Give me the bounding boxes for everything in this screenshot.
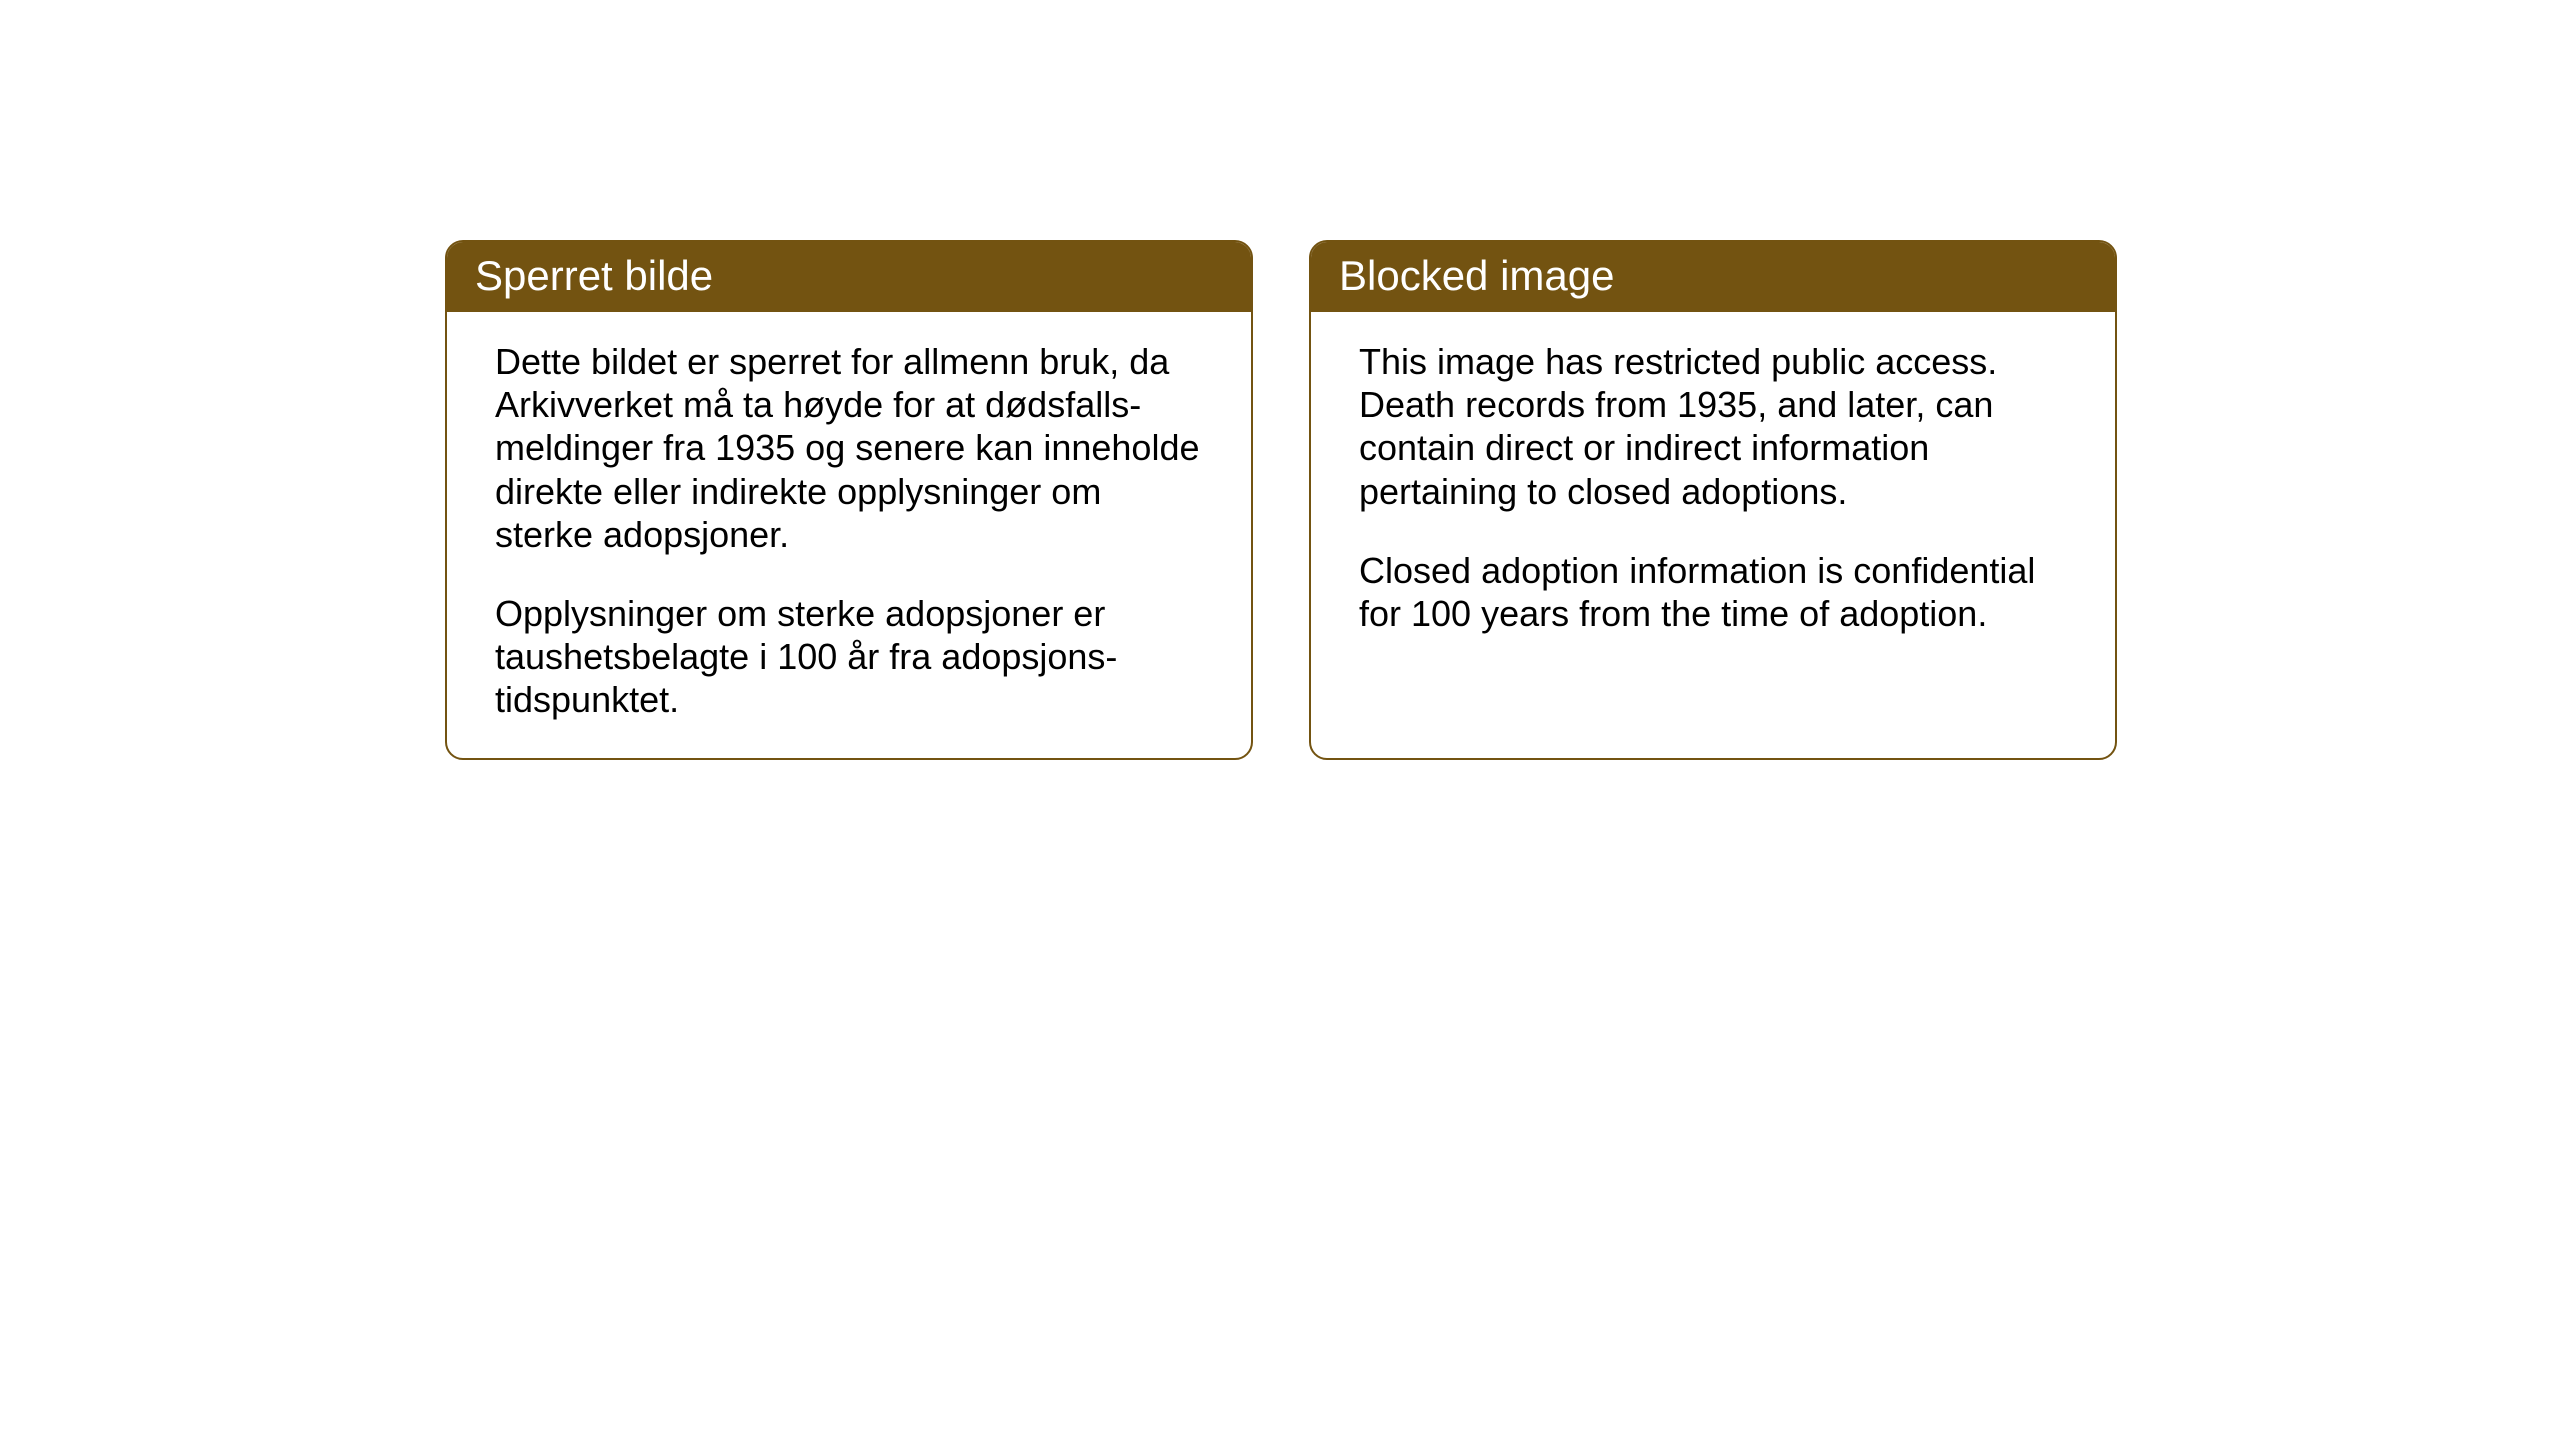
english-card-title: Blocked image [1311,242,2115,312]
norwegian-notice-card: Sperret bilde Dette bildet er sperret fo… [445,240,1253,760]
norwegian-paragraph-2: Opplysninger om sterke adopsjoner er tau… [495,592,1203,722]
english-card-body: This image has restricted public access.… [1311,312,2115,742]
norwegian-card-body: Dette bildet er sperret for allmenn bruk… [447,312,1251,758]
english-paragraph-2: Closed adoption information is confident… [1359,549,2067,635]
notice-cards-container: Sperret bilde Dette bildet er sperret fo… [445,240,2117,760]
english-paragraph-1: This image has restricted public access.… [1359,340,2067,513]
norwegian-paragraph-1: Dette bildet er sperret for allmenn bruk… [495,340,1203,556]
english-notice-card: Blocked image This image has restricted … [1309,240,2117,760]
norwegian-card-title: Sperret bilde [447,242,1251,312]
